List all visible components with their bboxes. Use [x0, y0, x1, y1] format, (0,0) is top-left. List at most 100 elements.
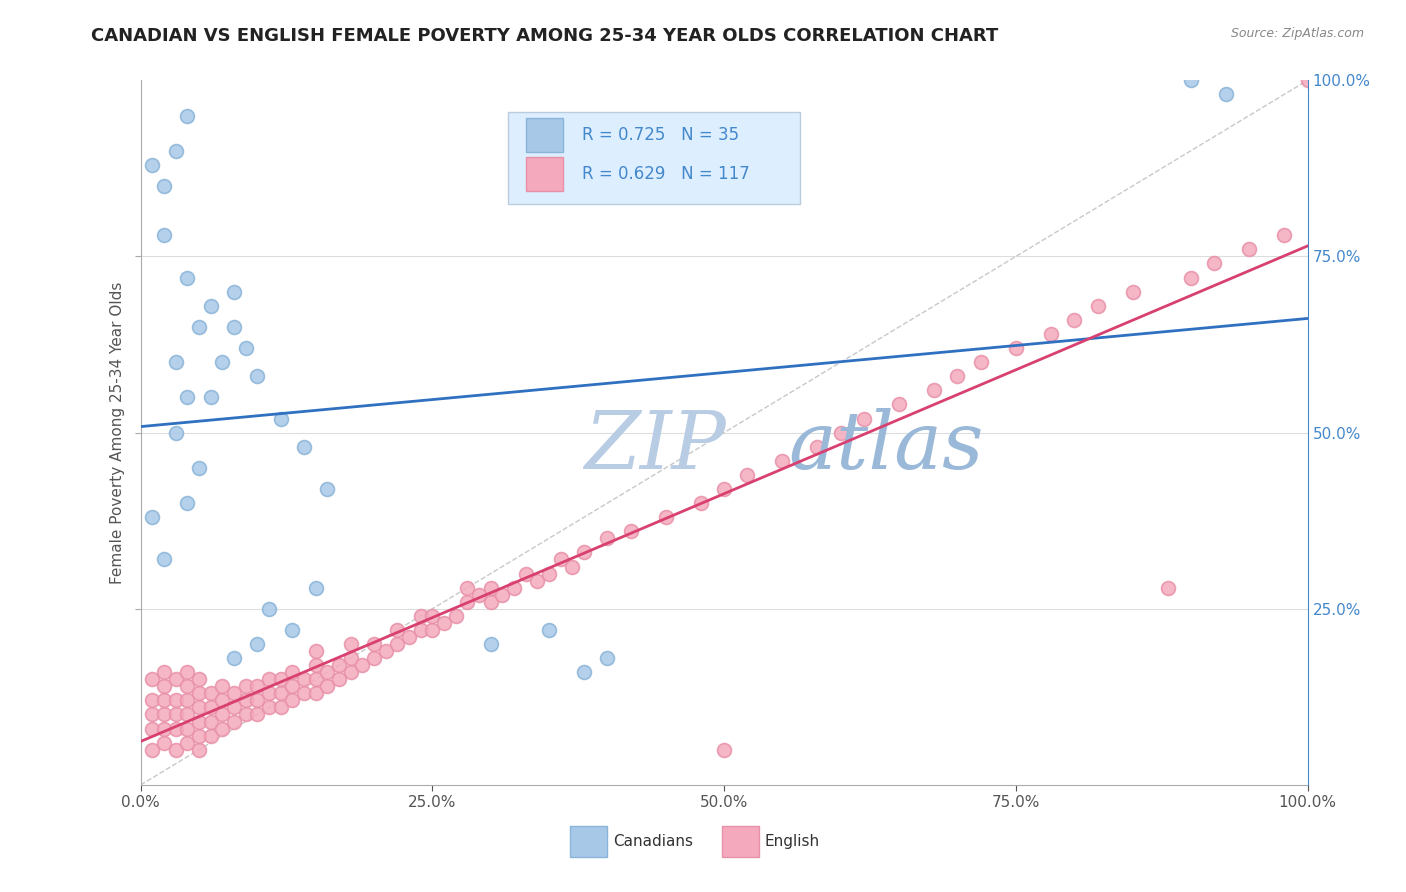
Point: [409, 608, 432, 623]
Point: [176, 391, 198, 405]
Point: [211, 693, 233, 707]
Point: [246, 637, 269, 651]
Point: [689, 496, 711, 510]
Point: [153, 665, 176, 680]
Point: [468, 588, 491, 602]
Point: [422, 608, 444, 623]
Point: [141, 158, 163, 172]
FancyBboxPatch shape: [508, 112, 800, 203]
Point: [1272, 228, 1295, 243]
Point: [409, 623, 432, 637]
Point: [363, 637, 385, 651]
Point: [246, 707, 269, 722]
Point: [176, 270, 198, 285]
Point: [772, 454, 794, 468]
Point: [292, 673, 315, 687]
Point: [153, 722, 176, 736]
Point: [328, 658, 350, 673]
Point: [222, 320, 245, 334]
Point: [316, 482, 339, 496]
Point: [316, 665, 339, 680]
Point: [713, 482, 735, 496]
Point: [444, 608, 467, 623]
Point: [222, 285, 245, 299]
Point: [257, 673, 280, 687]
Point: [572, 665, 595, 680]
Point: [141, 673, 163, 687]
Text: ZIP: ZIP: [583, 408, 725, 485]
Point: [305, 673, 328, 687]
Point: [188, 714, 211, 729]
Point: [165, 742, 187, 756]
Text: R = 0.725   N = 35: R = 0.725 N = 35: [582, 126, 738, 145]
Point: [620, 524, 643, 539]
Point: [292, 440, 315, 454]
Point: [235, 679, 257, 693]
Point: [433, 615, 456, 630]
Y-axis label: Female Poverty Among 25-34 Year Olds: Female Poverty Among 25-34 Year Olds: [110, 282, 125, 583]
Point: [165, 707, 187, 722]
Point: [398, 630, 420, 644]
Point: [339, 665, 361, 680]
Point: [281, 679, 304, 693]
Point: [176, 496, 198, 510]
Point: [352, 658, 374, 673]
Point: [422, 623, 444, 637]
Point: [1122, 285, 1144, 299]
Point: [830, 425, 852, 440]
FancyBboxPatch shape: [526, 118, 562, 153]
Point: [479, 581, 502, 595]
Text: CANADIAN VS ENGLISH FEMALE POVERTY AMONG 25-34 YEAR OLDS CORRELATION CHART: CANADIAN VS ENGLISH FEMALE POVERTY AMONG…: [91, 27, 998, 45]
Point: [1204, 256, 1226, 270]
Point: [200, 391, 222, 405]
Point: [200, 686, 222, 700]
Point: [479, 637, 502, 651]
Point: [200, 729, 222, 743]
Point: [200, 714, 222, 729]
Point: [316, 679, 339, 693]
Point: [328, 673, 350, 687]
Point: [257, 601, 280, 615]
Point: [153, 228, 176, 243]
Point: [141, 693, 163, 707]
Point: [339, 637, 361, 651]
Point: [176, 736, 198, 750]
Point: [1005, 341, 1028, 355]
Point: [235, 341, 257, 355]
Point: [141, 742, 163, 756]
Point: [200, 299, 222, 313]
Point: [491, 588, 513, 602]
Point: [188, 700, 211, 714]
Point: [153, 178, 176, 194]
Point: [853, 411, 876, 425]
Point: [456, 581, 478, 595]
Point: [1039, 326, 1062, 341]
Point: [211, 355, 233, 369]
Point: [270, 673, 292, 687]
Text: R = 0.629   N = 117: R = 0.629 N = 117: [582, 165, 749, 183]
Point: [503, 581, 526, 595]
Point: [165, 693, 187, 707]
Point: [200, 700, 222, 714]
Point: [1180, 270, 1202, 285]
Point: [235, 693, 257, 707]
Text: Source: ZipAtlas.com: Source: ZipAtlas.com: [1230, 27, 1364, 40]
Point: [363, 651, 385, 665]
Point: [211, 722, 233, 736]
Point: [257, 686, 280, 700]
Point: [281, 623, 304, 637]
Point: [713, 742, 735, 756]
Point: [305, 581, 328, 595]
Point: [270, 411, 292, 425]
Text: Canadians: Canadians: [613, 834, 693, 849]
FancyBboxPatch shape: [569, 826, 607, 857]
Point: [188, 673, 211, 687]
Point: [526, 574, 548, 588]
Point: [596, 651, 619, 665]
Point: [479, 595, 502, 609]
Point: [1215, 87, 1237, 102]
Point: [211, 707, 233, 722]
Text: atlas: atlas: [789, 408, 984, 485]
Point: [550, 552, 572, 566]
Point: [211, 679, 233, 693]
